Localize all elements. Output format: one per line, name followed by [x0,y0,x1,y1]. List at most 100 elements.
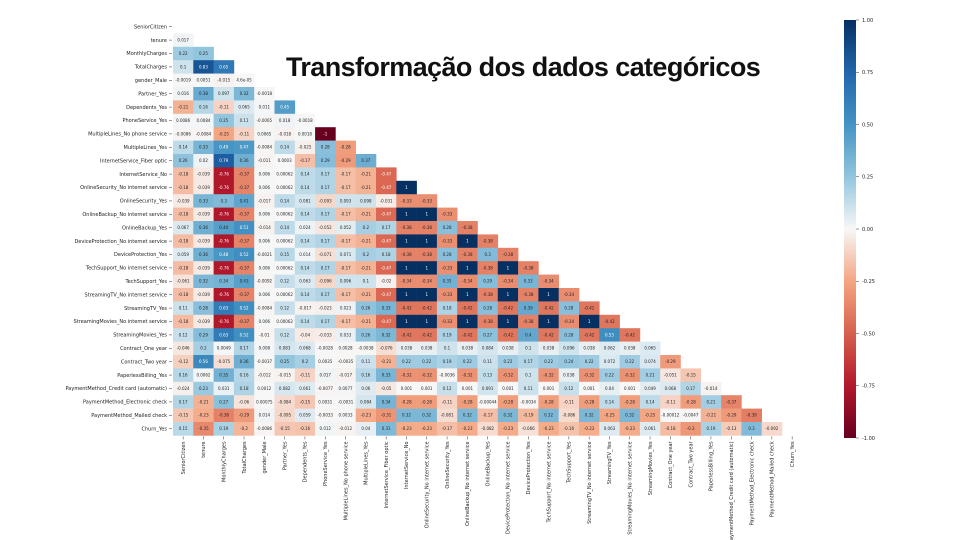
cell-label: -0.017 [298,306,311,311]
cell-label: 0.0049 [217,346,231,351]
heatmap-cell [660,422,681,436]
cell-label: -0.37 [239,265,250,270]
heatmap-cell [457,408,478,423]
cell-label: -0.012 [258,373,271,378]
heatmap-cell [213,180,235,195]
heatmap-cell [213,247,235,262]
cell-label: 1 [405,185,408,190]
heatmap-cell [254,87,275,101]
cell-label: 0.016 [177,91,189,96]
cell-label: -0.28 [584,399,595,404]
cell-label: 0.17 [321,319,330,324]
heatmap-cell [416,368,438,383]
heatmap-cell [254,422,275,436]
cell-label: 0.28 [483,306,492,311]
cell-label: -0.34 [422,279,433,284]
y-tick-label: OnlineBackup_Yes [122,225,167,231]
cell-label: 0.63 [219,306,228,311]
heatmap-cell [497,328,519,342]
heatmap-cell [213,100,235,115]
heatmap-cell [335,355,356,369]
cell-label: 0.0018 [298,131,312,136]
heatmap-cell [233,180,255,195]
cell-label: 0.26 [179,158,188,163]
cell-label: -0.014 [704,386,717,391]
cell-label: -0.23 [422,426,433,431]
heatmap-cell [254,140,275,155]
heatmap-cell [538,301,559,316]
heatmap-cell [254,234,275,249]
heatmap-cell [193,60,214,74]
cell-label: -0.38 [422,225,433,230]
cell-label: 0.14 [280,198,289,203]
cell-label: 0.28 [321,145,330,150]
cell-label: 0.33 [382,306,391,311]
cell-label: 0.0031 [318,399,332,404]
cell-label: 0.21 [646,373,655,378]
x-tick-label: Contract_One year [668,440,674,488]
heatmap-cell [558,408,580,423]
heatmap-cell [355,301,377,316]
cell-label: -0.00012 [661,413,679,418]
heatmap-cell [416,328,438,342]
cell-label: -0.017 [258,198,271,203]
heatmap-cell [639,341,661,356]
cell-label: 0.001 [583,386,595,391]
heatmap-cell [294,328,316,342]
heatmap-cell [294,355,316,369]
heatmap-cell [274,113,296,128]
cell-label: -0.095 [278,413,291,418]
cell-label: 0.06 [361,386,370,391]
heatmap-cell [294,154,316,168]
heatmap-cell [579,301,600,316]
cell-label: 0.3 [221,198,228,203]
heatmap-cell [660,408,681,423]
heatmap-cell [497,314,519,329]
heatmap-cell [294,368,316,383]
heatmap-cell [233,154,255,168]
heatmap-cell [518,408,539,423]
heatmap-cell [457,247,478,262]
cell-label: 1 [466,319,469,324]
heatmap-cell [396,408,417,423]
cell-label: 0.29 [199,332,208,337]
cell-label: 0.14 [300,319,309,324]
y-tick-label: Contract_One year [120,346,168,352]
heatmap-cell [173,314,194,329]
cell-label: -0.15 [279,426,290,431]
heatmap-cell [355,167,377,182]
heatmap-cell [355,261,377,275]
y-tick-label: PaymentMethod_Electronic check [83,400,167,406]
heatmap-cell [294,207,316,222]
y-tick-label: PaperlessBilling_Yes [117,373,167,379]
cell-label: -0.0077 [318,386,334,391]
cell-label: -0.29 [340,158,351,163]
heatmap-cell [315,341,336,356]
heatmap-cell [376,328,397,342]
heatmap-cell [233,422,255,436]
heatmap-cell [213,422,235,436]
cell-label: -0.23 [503,426,514,431]
cell-label: 0.001 [543,386,555,391]
heatmap-cell [660,381,681,396]
cell-label: 0.084 [482,346,494,351]
heatmap-cell [254,247,275,262]
cell-label: -0.35 [198,426,209,431]
cell-label: 0.14 [300,239,309,244]
cell-label: 0.4 [525,332,532,337]
heatmap-cell [233,314,255,329]
x-tick-label: tenure [201,441,207,457]
cell-label: 0.37 [361,158,370,163]
heatmap-cell [233,194,255,208]
cell-label: -0.0047 [683,413,699,418]
heatmap-cell [335,422,356,436]
colorbar: 1.00 0.75 0.50 0.25 0.00 -0.25 -0.50 -0.75 -1.00 [844,18,875,442]
x-tick-label: PaperlessBilling_Yes [709,441,715,491]
heatmap-cell [274,140,296,155]
heatmap-cell [193,154,214,168]
heatmap-cell [294,113,316,128]
heatmap-cell [700,408,722,423]
x-tick-label: StreamingMovies_Yes [648,441,654,495]
heatmap-cell [497,247,519,262]
heatmap-cell [355,221,377,235]
